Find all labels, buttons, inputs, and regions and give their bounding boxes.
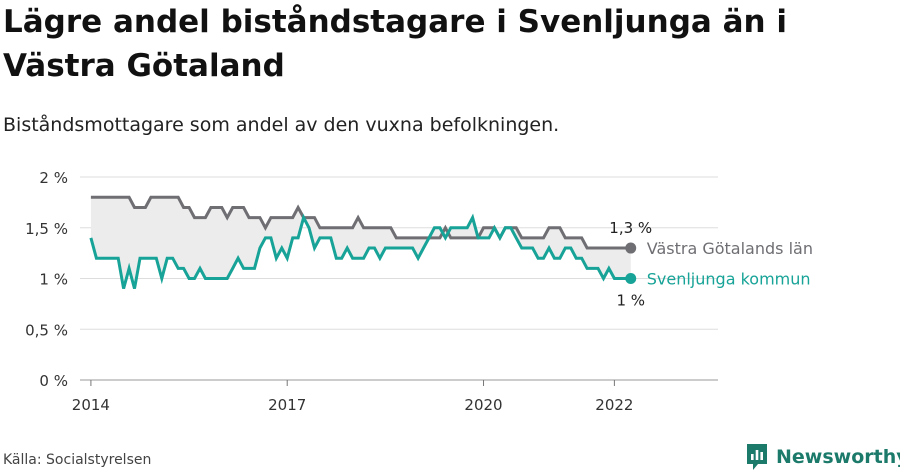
series-line-municipality — [89, 213, 631, 289]
x-tick-label: 2020 — [464, 396, 502, 414]
y-tick-label: 1,5 % — [25, 220, 68, 238]
series-line-region — [90, 195, 631, 250]
difference-band — [90, 197, 631, 289]
brand-name: Newsworthy — [776, 446, 900, 468]
y-tick-label: 2 % — [39, 169, 68, 187]
series-end-value-label: 1,3 % — [609, 219, 652, 237]
series-name-label: Svenljunga kommun — [647, 270, 811, 289]
y-tick-label: 1 % — [39, 271, 68, 289]
source-note: Källa: Socialstyrelsen — [3, 452, 152, 468]
chart-title: Lägre andel biståndstagare i Svenljunga … — [3, 4, 788, 84]
series-end-point — [625, 273, 637, 284]
y-tick-label: 0,5 % — [25, 321, 68, 339]
series-name-label: Västra Götalands län — [647, 239, 813, 258]
x-tick-label: 2022 — [595, 396, 633, 414]
chart-subtitle: Biståndsmottagare som andel av den vuxna… — [3, 114, 560, 136]
newsworthy-logo-icon — [747, 444, 767, 470]
series-end-value-label: 1 % — [616, 292, 645, 310]
x-tick-label: 2014 — [72, 396, 110, 414]
brand-logo[interactable]: Newsworthy — [745, 442, 900, 472]
x-tick-label: 2017 — [268, 396, 306, 414]
series-end-point — [625, 242, 637, 254]
y-tick-label: 0 % — [39, 372, 68, 390]
